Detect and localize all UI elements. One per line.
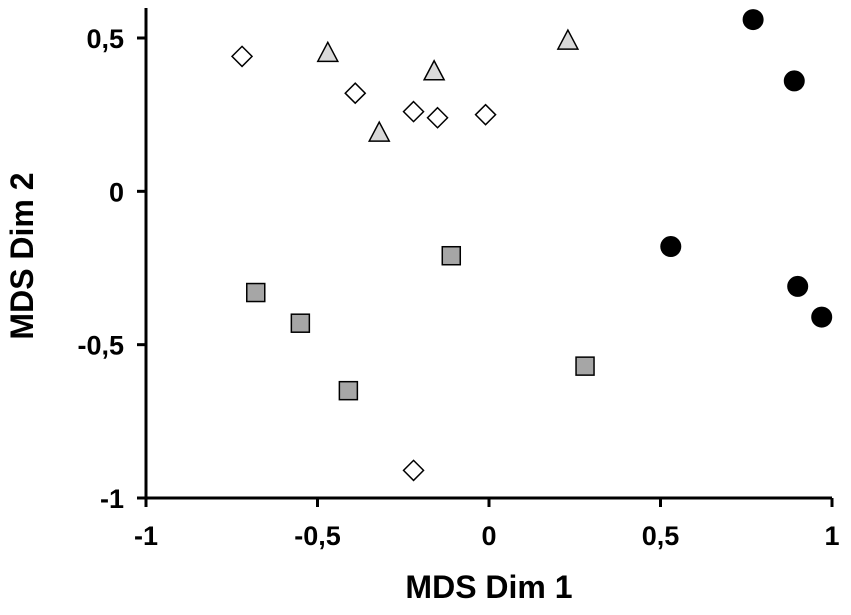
axes [137,8,834,507]
tick-labels: -1 -0,5 0 0,5 1 -1 -0,5 0 0,5 [77,24,839,551]
x-tick-label: 1 [824,521,839,551]
triangle-point [556,28,580,50]
circle-point [811,306,833,328]
square-point [338,380,359,401]
square-point [575,356,595,376]
diamond-point [230,45,254,68]
x-tick-label: 0 [481,521,496,551]
y-tick-label: 0 [109,177,124,207]
square-point [441,245,462,266]
x-tick-label: 0,5 [642,521,680,551]
triangle-point [367,120,391,142]
diamond-point [402,100,425,123]
diamond-point [426,106,449,129]
triangle-point [316,40,340,63]
x-axis-title: MDS Dim 1 [405,569,572,605]
y-axis-title: MDS Dim 2 [4,172,40,339]
x-tick-label: -1 [134,521,158,551]
data-points [230,9,833,482]
circle-point [742,9,764,31]
circle-point [660,236,682,258]
square-point [290,313,311,333]
diamond-point [344,82,367,105]
square-point [246,282,266,303]
y-tick-label: 0,5 [86,24,124,54]
circle-point [787,275,809,297]
circle-point [783,70,805,92]
x-tick-label: -0,5 [294,521,341,551]
y-tick-label: -1 [100,484,124,514]
triangle-point [422,59,446,81]
diamond-point [474,103,497,126]
y-tick-label: -0,5 [77,331,124,361]
diamond-point [402,459,425,482]
